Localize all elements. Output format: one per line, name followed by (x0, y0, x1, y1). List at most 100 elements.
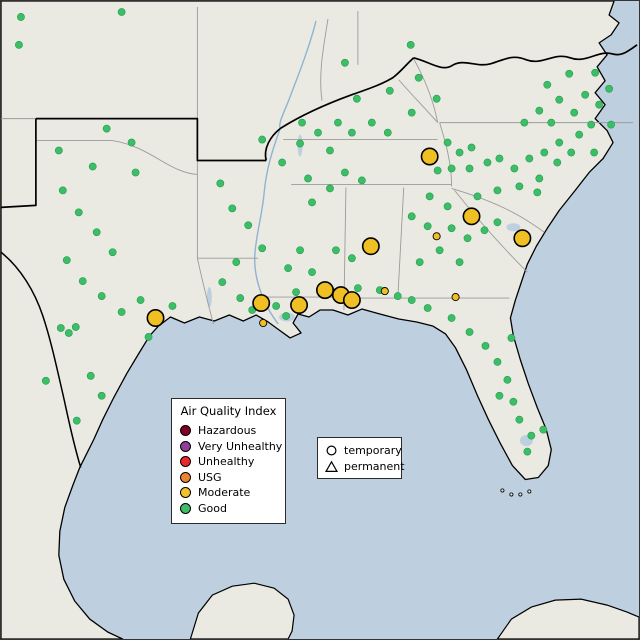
station-marker-moderate-small (432, 232, 441, 241)
station-marker-good (367, 118, 376, 127)
station-marker-good (407, 296, 416, 304)
aqi-legend-label: Unhealthy (198, 455, 255, 469)
aqi-swatch-unhealthy-icon (180, 456, 191, 468)
aqi-legend-item: Very Unhealthy (180, 439, 282, 455)
aqi-legend: Air Quality Index Hazardous Very Unhealth… (171, 398, 286, 524)
aqi-legend-item: Unhealthy (180, 454, 277, 470)
station-marker-good (216, 179, 225, 188)
station-marker-good (567, 148, 576, 157)
landmass (1, 1, 620, 639)
aqi-legend-label: Moderate (198, 486, 251, 500)
station-marker-good (493, 357, 502, 366)
station-marker-good (282, 312, 290, 320)
station-marker-good (71, 323, 80, 331)
station-marker-good (314, 128, 322, 137)
station-marker-good (455, 258, 464, 267)
station-marker-moderate-large (252, 294, 271, 313)
station-marker-good (533, 188, 542, 197)
station-marker-good (41, 376, 50, 385)
aqi-legend-item: USG (180, 470, 277, 486)
station-marker-good (326, 146, 334, 155)
aqi-legend-title: Air Quality Index (180, 404, 277, 418)
station-marker-good (510, 164, 519, 173)
station-marker-good (136, 296, 145, 304)
station-marker-good (565, 69, 574, 78)
station-marker-good (284, 264, 292, 273)
station-marker-good (86, 371, 95, 380)
station-marker-good (383, 128, 392, 137)
region-outline (1, 44, 638, 209)
station-marker-good (232, 258, 241, 267)
station-marker-good (433, 166, 442, 175)
station-marker-good (520, 118, 529, 127)
triangle-icon (325, 460, 338, 473)
station-marker-good (481, 342, 490, 350)
station-marker-good (473, 192, 482, 201)
station-marker-good (555, 138, 564, 147)
station-marker-good (353, 284, 362, 292)
cuba-island (496, 598, 639, 639)
station-marker-good (348, 128, 356, 137)
station-marker-good (503, 375, 512, 384)
station-marker-good (97, 292, 106, 300)
station-marker-good (535, 174, 544, 183)
station-marker-good (435, 246, 444, 255)
station-marker-good (607, 120, 615, 129)
station-marker-good (15, 40, 23, 49)
station-marker-good (493, 218, 502, 227)
station-legend-item: temporary (325, 442, 402, 458)
aqi-swatch-good-icon (180, 502, 191, 514)
station-marker-moderate-small (451, 293, 460, 302)
station-marker-good (341, 168, 349, 177)
station-marker-moderate-large (290, 296, 309, 315)
station-marker-good (131, 168, 140, 177)
station-marker-good (553, 158, 562, 167)
aqi-legend-label: Good (198, 501, 227, 515)
station-marker-good (495, 154, 504, 163)
station-marker-good (535, 106, 544, 115)
station-marker-good (292, 288, 300, 296)
station-marker-good (543, 80, 552, 89)
station-marker-good (465, 328, 474, 336)
station-marker-moderate-large (342, 291, 361, 310)
station-legend-label: permanent (344, 459, 405, 473)
station-marker-good (117, 8, 126, 16)
yucatan-peninsula (189, 582, 295, 639)
aqi-swatch-very-unhealthy-icon (180, 440, 191, 452)
station-marker-good (236, 294, 245, 302)
aqi-legend-item: Moderate (180, 485, 277, 501)
station-marker-good (62, 256, 71, 265)
station-marker-good (64, 329, 73, 337)
station-marker-good (423, 222, 432, 231)
station-marker-good (581, 90, 590, 99)
aqi-legend-label: Very Unhealthy (198, 439, 283, 453)
station-marker-good (258, 135, 267, 144)
station-legend-label: temporary (344, 443, 402, 457)
station-marker-good (272, 302, 281, 310)
station-marker-moderate-large (146, 309, 165, 327)
station-marker-moderate-small (259, 318, 268, 328)
station-marker-good (507, 334, 516, 342)
station-marker-good (467, 143, 476, 152)
station-marker-good (304, 174, 312, 183)
station-marker-good (555, 95, 564, 104)
station-marker-good (447, 164, 456, 173)
circle-icon (325, 444, 338, 457)
station-marker-good (218, 278, 227, 287)
station-marker-good (17, 13, 25, 21)
station-marker-good (590, 148, 599, 157)
station-marker-good (308, 268, 316, 277)
station-marker-good (480, 226, 489, 235)
station-marker-good (296, 246, 304, 255)
station-marker-good (296, 139, 304, 148)
station-marker-good (525, 154, 534, 163)
station-marker-good (443, 202, 452, 211)
aqi-legend-item: Good (180, 501, 277, 517)
station-marker-good (463, 234, 472, 243)
station-legend-items: temporary permanent (325, 442, 405, 474)
station-marker-good (523, 447, 532, 456)
station-marker-good (539, 425, 548, 434)
station-marker-good (58, 186, 67, 195)
